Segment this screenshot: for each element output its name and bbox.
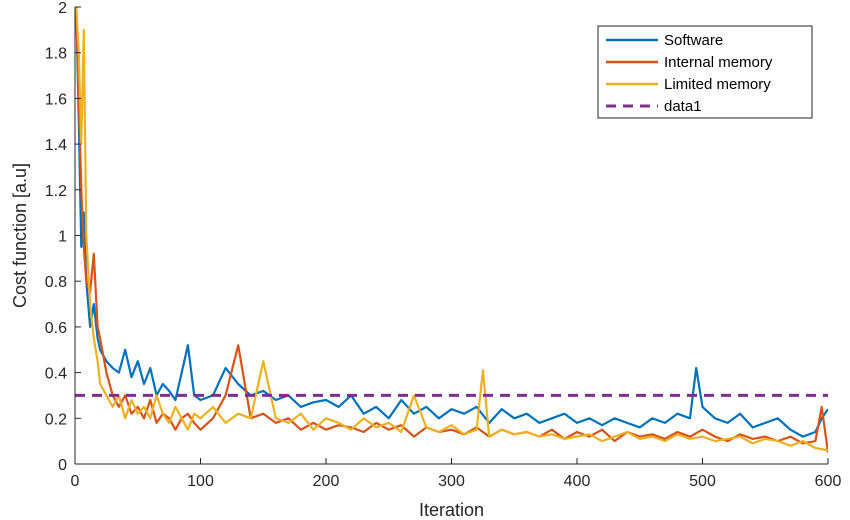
legend-entry-label: Software	[664, 32, 723, 49]
x-tick-label: 0	[71, 473, 80, 490]
y-tick-label: 1.4	[45, 137, 67, 154]
y-tick-label: 1	[58, 229, 67, 246]
y-tick-label: 0.8	[45, 274, 67, 291]
y-tick-label: 2	[58, 0, 67, 17]
y-tick-label: 1.2	[45, 183, 67, 200]
axes	[74, 6, 829, 465]
series-line-internal-memory	[75, 7, 828, 453]
plot-lines	[75, 7, 828, 453]
x-tick-label: 500	[689, 473, 716, 490]
y-tick-label: 0.6	[45, 320, 67, 337]
x-tick-label: 600	[815, 473, 842, 490]
x-tick-label: 400	[564, 473, 591, 490]
legend-entry-label: data1	[664, 98, 702, 115]
x-tick-label: 200	[313, 473, 340, 490]
legend-entry-label: Internal memory	[664, 54, 773, 71]
x-tick-label: 300	[438, 473, 465, 490]
y-tick-label: 1.8	[45, 46, 67, 63]
legend-entry-label: Limited memory	[664, 76, 771, 93]
x-tick-label: 100	[187, 473, 214, 490]
y-tick-label: 0.2	[45, 411, 67, 428]
y-tick-label: 0.4	[45, 366, 67, 383]
legend-box	[597, 25, 813, 119]
series-line-software	[75, 7, 828, 438]
series-line-limited-memory	[75, 7, 828, 452]
y-tick-label: 0	[58, 457, 67, 474]
tick-labels: 0 100 200 300 400 500 600 0 0.2 0.4 0.6 0.8 1 1.2 1.4 1…	[45, 0, 842, 490]
y-tick-label: 1.6	[45, 91, 67, 108]
y-axis-label: Cost function [a.u]	[10, 163, 30, 308]
legend: Software Internal memory Limited memory dat…	[597, 25, 813, 119]
x-axis-label: Iteration	[419, 500, 484, 520]
